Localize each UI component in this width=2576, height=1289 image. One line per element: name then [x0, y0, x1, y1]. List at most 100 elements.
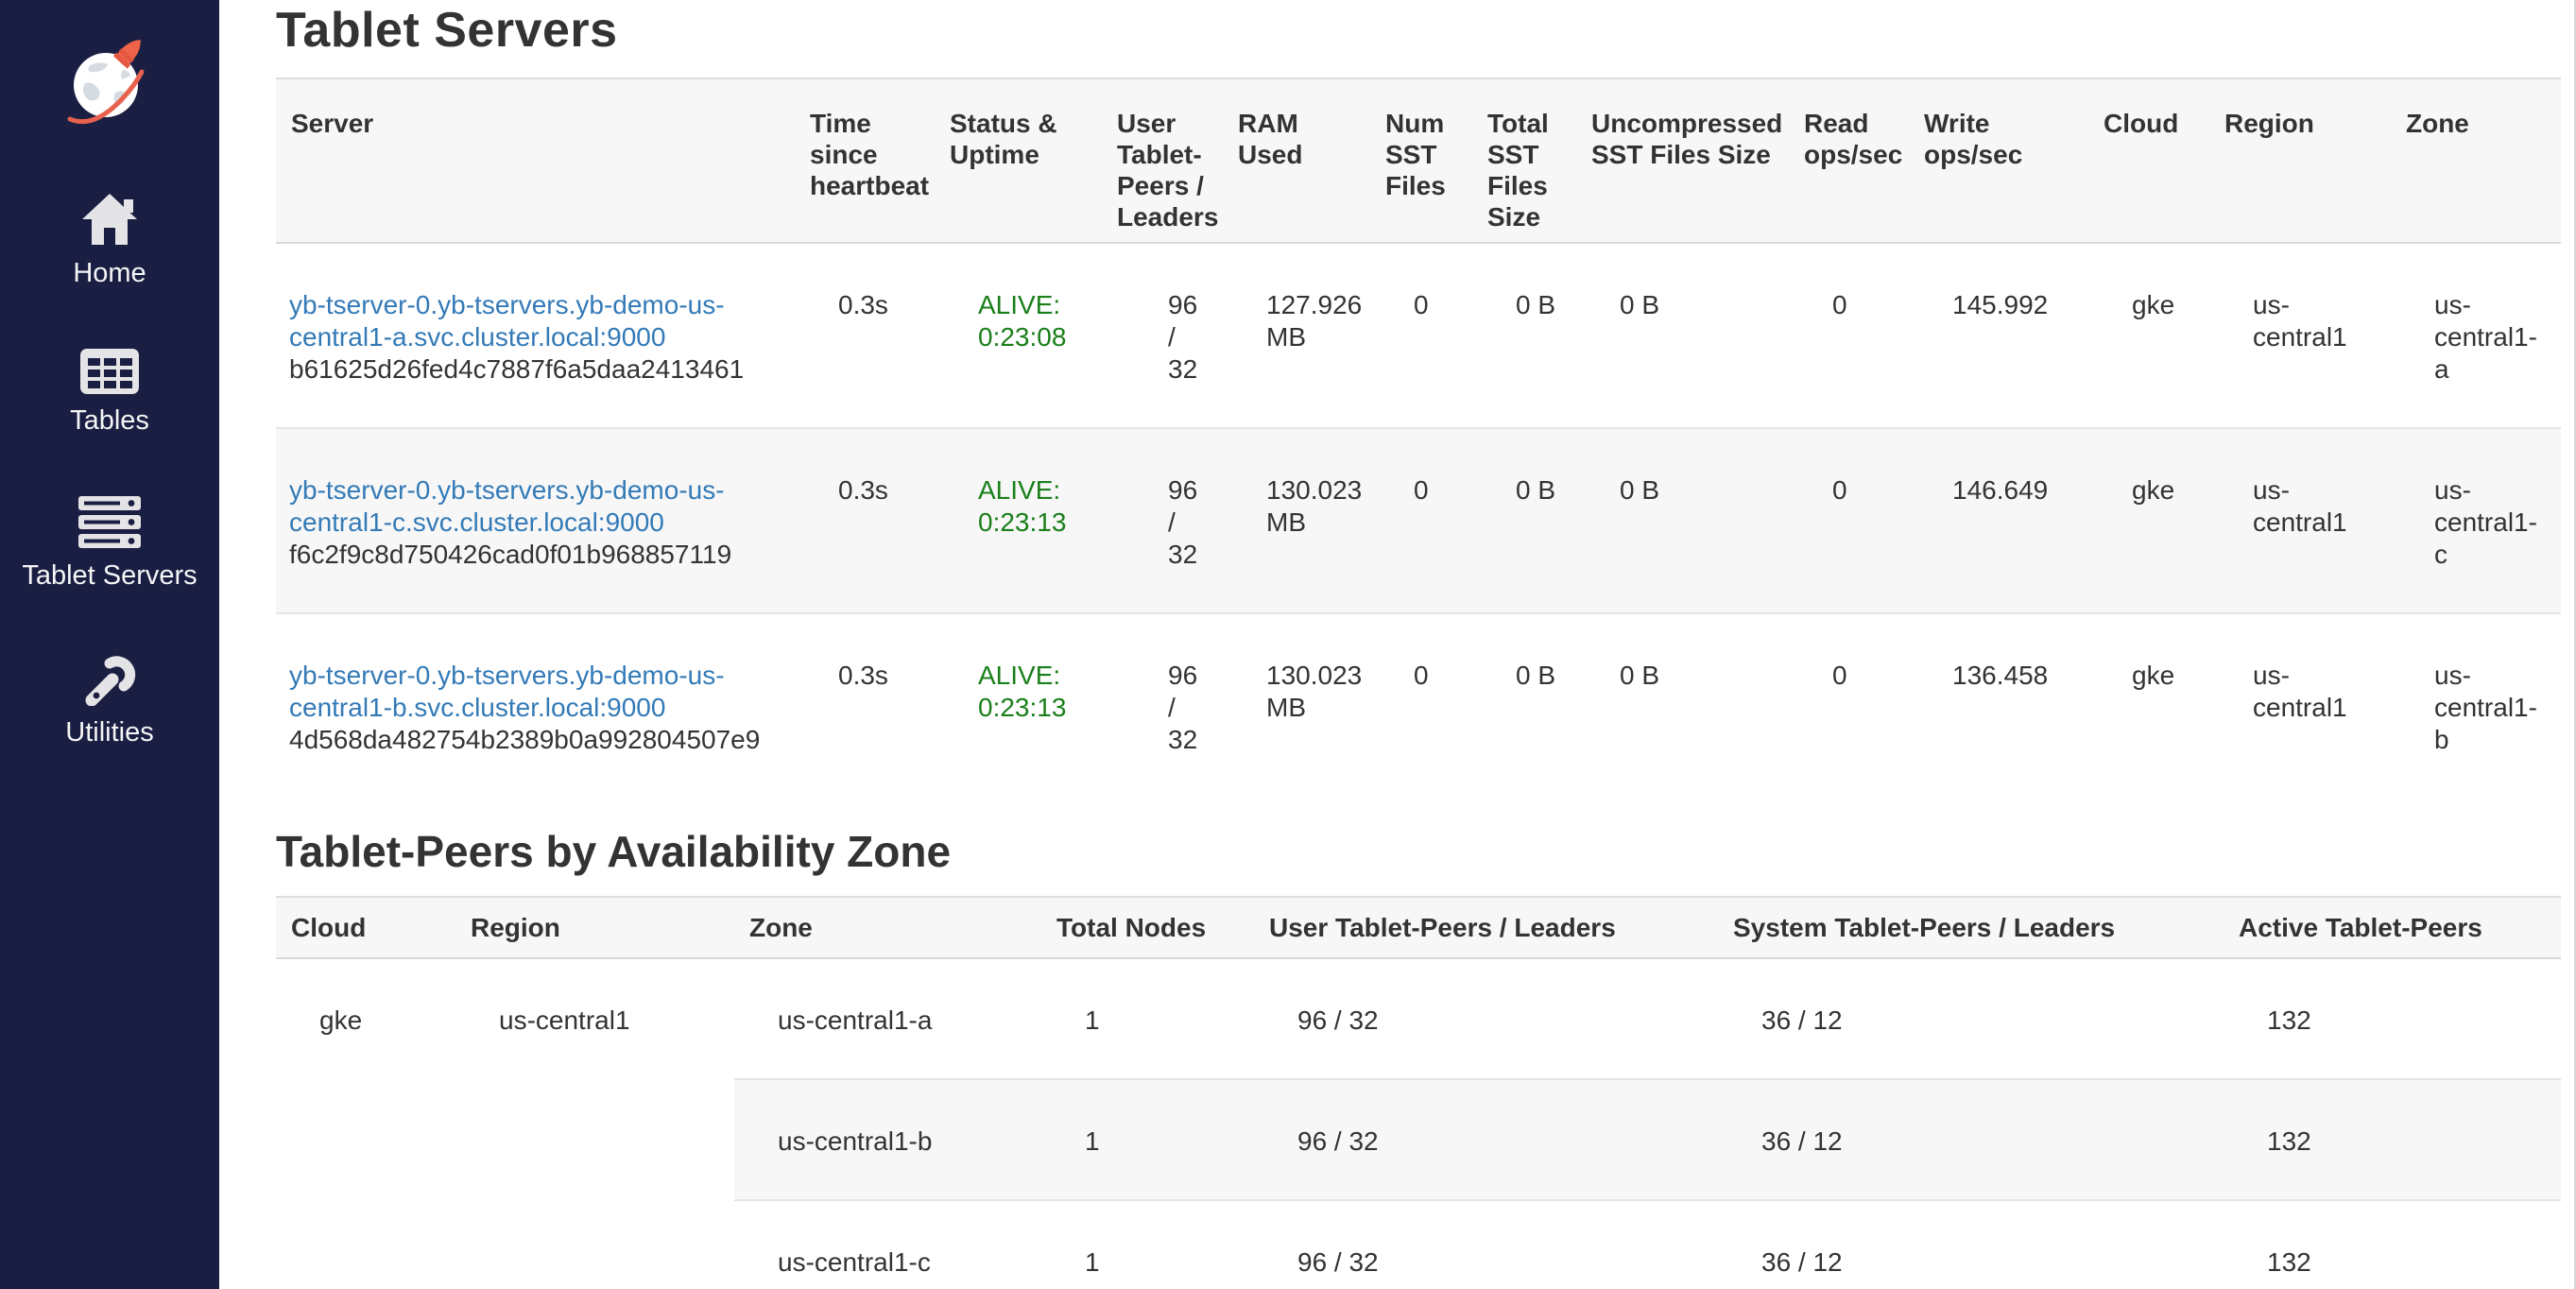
cell-write-ops: 145.992: [1952, 290, 2049, 319]
cell-user-tablet-peers: 96 / 32: [1102, 427, 1223, 613]
cell-server: yb-tserver-0.yb-tservers.yb-demo-us-cent…: [276, 427, 795, 613]
cell-user-tablet-peers: 96 / 32: [1297, 1005, 1379, 1035]
col-header-ram-used: RAM Used: [1223, 77, 1370, 244]
col-header-zone: Zone: [734, 896, 1041, 959]
cell-time-since-heartbeat: 0.3s: [838, 290, 888, 319]
cell-cloud: gke: [2088, 427, 2209, 613]
cell-write-ops: 146.649: [1909, 427, 2088, 613]
cell-read-ops: 0: [1789, 427, 1909, 613]
server-uuid: b61625d26fed4c7887f6a5daa2413461: [289, 354, 745, 384]
cell-total-sst-files-size: 0 B: [1472, 427, 1576, 613]
cell-region: us-central1: [499, 1005, 630, 1035]
cell-zone: us-central1-a: [2434, 290, 2537, 384]
cell-system-tablet-peers: 36 / 12: [1761, 1005, 1843, 1035]
cell-cloud: gke: [319, 1005, 363, 1035]
sidebar-item-utilities[interactable]: Utilities: [65, 651, 154, 748]
tablet-peers-by-az-table: Cloud Region Zone Total Nodes User Table…: [276, 896, 2561, 1289]
cell-total-sst-files-size: 0 B: [1516, 290, 1556, 319]
col-header-num-sst-files: Num SST Files: [1370, 77, 1472, 244]
cell-uncompressed-sst-files-size: 0 B: [1620, 290, 1660, 319]
cell-region: us-central1: [2209, 427, 2391, 613]
az-header-row: Cloud Region Zone Total Nodes User Table…: [276, 896, 2561, 959]
server-link[interactable]: yb-tserver-0.yb-tservers.yb-demo-us-cent…: [289, 661, 725, 722]
col-header-user-tablet-peers: User Tablet-Peers / Leaders: [1102, 77, 1223, 244]
cell-time-since-heartbeat: 0.3s: [795, 427, 935, 613]
cell-uncompressed-sst-files-size: 0 B: [1576, 427, 1789, 613]
yugabyte-logo: [60, 30, 159, 137]
cell-zone: us-central1-a: [778, 1005, 933, 1035]
cell-read-ops: 0: [1832, 290, 1847, 319]
tables-icon: [79, 349, 139, 394]
table-row: yb-tserver-0.yb-tservers.yb-demo-us-cent…: [276, 243, 2561, 428]
home-icon: [78, 192, 141, 247]
cell-ram-used: 127.926 MB: [1266, 290, 1363, 352]
cell-status-uptime: ALIVE: 0:23:13: [935, 427, 1102, 613]
col-header-region: Region: [2209, 77, 2391, 244]
col-header-active-tablet-peers: Active Tablet-Peers: [2224, 896, 2561, 959]
cell-zone: us-central1-b: [734, 1078, 1041, 1200]
cell-system-tablet-peers: 36 / 12: [1718, 1199, 2224, 1289]
sidebar: Home Tables: [0, 0, 219, 1289]
col-header-total-nodes: Total Nodes: [1041, 896, 1254, 959]
cell-user-tablet-peers: 96 / 32: [1102, 612, 1223, 798]
cell-num-sst-files: 0: [1370, 612, 1472, 798]
tablet-servers-table: Server Time since heartbeat Status & Upt…: [276, 77, 2561, 798]
cell-total-nodes: 1: [1041, 1199, 1254, 1289]
tablet-servers-header-row: Server Time since heartbeat Status & Upt…: [276, 77, 2561, 244]
col-header-cloud: Cloud: [276, 896, 455, 959]
cell-num-sst-files: 0: [1370, 427, 1472, 613]
cell-region: us-central1: [2253, 290, 2347, 352]
col-header-zone: Zone: [2391, 77, 2561, 244]
servers-icon: [77, 496, 141, 549]
cell-cloud: gke: [2088, 612, 2209, 798]
server-uuid: 4d568da482754b2389b0a992804507e9: [289, 725, 761, 754]
cell-read-ops: 0: [1789, 612, 1909, 798]
cell-status-uptime: ALIVE: 0:23:08: [935, 243, 1102, 428]
col-header-cloud: Cloud: [2088, 77, 2209, 244]
cell-server: yb-tserver-0.yb-tservers.yb-demo-us-cent…: [276, 243, 795, 428]
col-header-write-ops: Write ops/sec: [1909, 77, 2088, 244]
cell-ram-used: 130.023 MB: [1223, 427, 1370, 613]
cell-system-tablet-peers: 36 / 12: [1718, 1078, 2224, 1200]
cell-active-tablet-peers: 132: [2224, 1199, 2561, 1289]
sidebar-item-label: Utilities: [65, 717, 154, 748]
sidebar-item-label: Tables: [70, 405, 149, 436]
yugabyte-logo-icon: [67, 40, 145, 125]
section-title-tablet-peers-by-az: Tablet-Peers by Availability Zone: [276, 827, 952, 876]
cell-active-tablet-peers: 132: [2267, 1005, 2311, 1035]
table-row: yb-tserver-0.yb-tservers.yb-demo-us-cent…: [276, 427, 2561, 613]
cell-user-tablet-peers: 96 / 32: [1254, 1078, 1718, 1200]
col-header-user-tablet-peers: User Tablet-Peers / Leaders: [1254, 896, 1718, 959]
table-row: us-central1-b 1 96 / 32 36 / 12 132: [276, 1078, 2561, 1200]
cell-active-tablet-peers: 132: [2224, 1078, 2561, 1200]
cell-num-sst-files: 0: [1414, 290, 1429, 319]
col-header-system-tablet-peers: System Tablet-Peers / Leaders: [1718, 896, 2224, 959]
server-link[interactable]: yb-tserver-0.yb-tservers.yb-demo-us-cent…: [289, 290, 725, 352]
server-uuid: f6c2f9c8d750426cad0f01b968857119: [289, 540, 732, 569]
cell-uncompressed-sst-files-size: 0 B: [1576, 612, 1789, 798]
sidebar-item-label: Home: [73, 258, 146, 288]
cell-user-tablet-peers: 96 / 32: [1168, 290, 1198, 384]
cell-status-uptime: ALIVE: 0:23:13: [935, 612, 1102, 798]
cell-cloud: gke: [2132, 290, 2175, 319]
sidebar-item-home[interactable]: Home: [73, 192, 146, 288]
table-row: yb-tserver-0.yb-tservers.yb-demo-us-cent…: [276, 612, 2561, 798]
window-right-edge: [2574, 0, 2576, 1289]
server-link[interactable]: yb-tserver-0.yb-tservers.yb-demo-us-cent…: [289, 475, 725, 537]
wrench-icon: [80, 651, 139, 706]
cell-total-sst-files-size: 0 B: [1472, 612, 1576, 798]
cell-total-nodes: 1: [1085, 1005, 1100, 1035]
cell-ram-used: 130.023 MB: [1223, 612, 1370, 798]
cell-server: yb-tserver-0.yb-tservers.yb-demo-us-cent…: [276, 612, 795, 798]
col-header-total-sst-files-size: Total SST Files Size: [1472, 77, 1576, 244]
sidebar-item-tables[interactable]: Tables: [70, 349, 149, 436]
col-header-uncompressed-sst-files-size: Uncompressed SST Files Size: [1576, 77, 1789, 244]
table-row: gke us-central1 us-central1-a 1 96 / 32 …: [276, 958, 2561, 1079]
col-header-status-uptime: Status & Uptime: [935, 77, 1102, 244]
col-header-region: Region: [455, 896, 734, 959]
cell-zone: us-central1-c: [2391, 427, 2561, 613]
main-content: Tablet Servers Server Time since heartbe…: [219, 0, 2576, 1289]
sidebar-item-tablet-servers[interactable]: Tablet Servers: [22, 496, 197, 591]
cell-write-ops: 136.458: [1909, 612, 2088, 798]
cell-region: us-central1: [2209, 612, 2391, 798]
